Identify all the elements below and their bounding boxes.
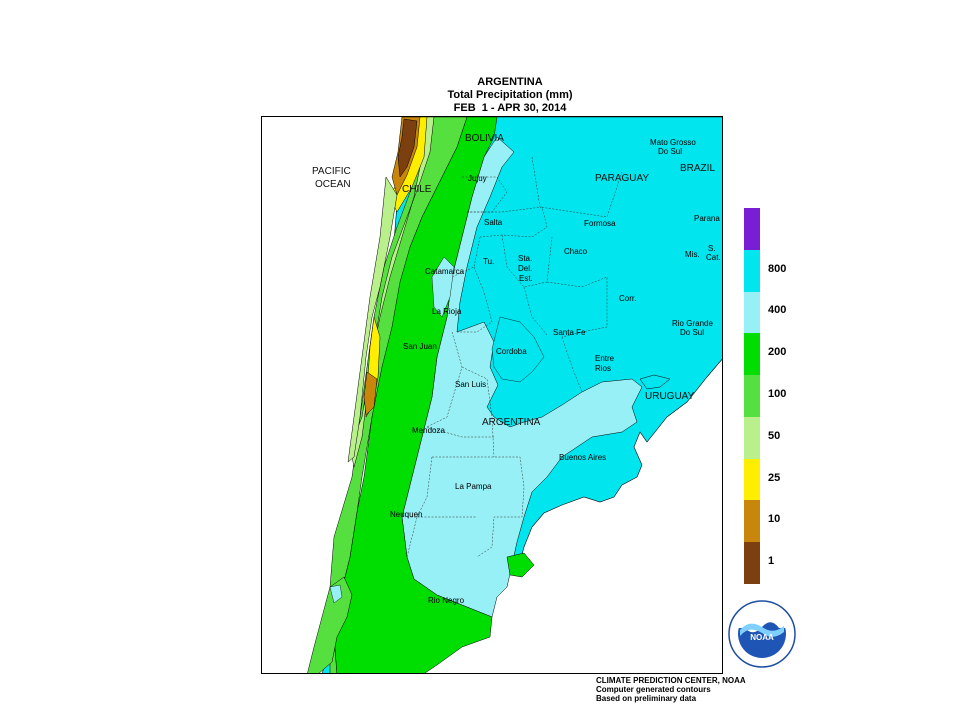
label-la-pampa: La Pampa bbox=[455, 482, 492, 491]
label-la-rioja: La Rioja bbox=[432, 307, 462, 316]
label-jujuy: Jujuy bbox=[468, 174, 487, 183]
label-san-juan: San Juan bbox=[403, 342, 437, 351]
map-title: ARGENTINA Total Precipitation (mm) FEB 1… bbox=[400, 76, 620, 115]
label-rio-negro: Rio Negro bbox=[428, 596, 465, 605]
label-pacific-1: PACIFIC bbox=[312, 166, 351, 177]
legend-swatch bbox=[744, 416, 760, 460]
label-pacific-2: OCEAN bbox=[315, 179, 351, 190]
legend-label: 50 bbox=[768, 429, 781, 442]
uruguay-lake bbox=[639, 374, 671, 390]
label-mato-grosso-1: Mato Grosso bbox=[650, 138, 696, 147]
label-rio-grande-2: Do Sul bbox=[680, 328, 704, 337]
legend-swatch bbox=[744, 458, 760, 501]
label-salta: Salta bbox=[484, 218, 503, 227]
label-rio-grande-1: Rio Grande bbox=[672, 319, 713, 328]
legend-swatch bbox=[744, 500, 760, 543]
province-boundaries bbox=[406, 156, 623, 558]
legend-label: 10 bbox=[768, 513, 781, 526]
footer-line-3: Based on preliminary data bbox=[596, 694, 697, 703]
label-tucuman: Tu. bbox=[483, 257, 494, 266]
label-mato-grosso-2: Do Sul bbox=[658, 147, 682, 156]
legend-swatch bbox=[744, 291, 760, 334]
label-entre-rios-1: Entre bbox=[595, 354, 615, 363]
chile-coast-strip bbox=[347, 176, 398, 463]
title-variable: Total Precipitation (mm) bbox=[447, 89, 573, 101]
title-country: ARGENTINA bbox=[477, 76, 543, 88]
label-parana: Parana bbox=[694, 214, 720, 223]
label-misiones: Mis. bbox=[685, 250, 700, 259]
precipitation-map: PACIFIC OCEAN BOLIVIA CHILE PARAGUAY BRA… bbox=[307, 117, 722, 673]
southern-islands bbox=[307, 576, 353, 673]
title-period: FEB 1 - APR 30, 2014 bbox=[453, 102, 567, 114]
footer-line-2: Computer generated contours bbox=[596, 685, 711, 694]
label-sde-3: Est. bbox=[519, 274, 533, 283]
precipitation-legend bbox=[744, 208, 760, 585]
label-paraguay: PARAGUAY bbox=[595, 173, 649, 184]
label-sde-1: Sta. bbox=[518, 254, 532, 263]
label-formosa: Formosa bbox=[584, 219, 616, 228]
legend-swatch bbox=[744, 375, 760, 418]
land-light-green-zone bbox=[349, 117, 435, 468]
label-chile: CHILE bbox=[402, 184, 432, 195]
land-brown-zone bbox=[397, 118, 418, 178]
label-argentina: ARGENTINA bbox=[482, 417, 541, 428]
label-brazil: BRAZIL bbox=[680, 163, 715, 174]
noaa-logo: NOAA bbox=[727, 599, 797, 669]
label-chaco: Chaco bbox=[564, 247, 588, 256]
label-santa-fe: Santa Fe bbox=[553, 328, 586, 337]
cyan-lobe-west bbox=[431, 256, 455, 318]
valdes-peninsula bbox=[506, 552, 535, 578]
legend-label: 100 bbox=[768, 388, 787, 400]
label-mendoza: Mendoza bbox=[412, 426, 445, 435]
noaa-logo-text: NOAA bbox=[750, 633, 774, 642]
island-small-1 bbox=[329, 584, 343, 604]
label-sta-cat-2: Cat. bbox=[706, 253, 721, 262]
legend-label: 1 bbox=[768, 555, 775, 568]
legend-swatch bbox=[744, 333, 760, 376]
legend-label: 400 bbox=[768, 304, 787, 317]
label-san-luis: San Luis bbox=[455, 380, 486, 389]
legend-label: 800 bbox=[768, 262, 787, 275]
label-catamarca: Catamarca bbox=[425, 267, 465, 276]
label-neuquen: Neuquen bbox=[390, 510, 422, 519]
noaa-seal-icon: NOAA bbox=[728, 600, 796, 668]
map-frame: PACIFIC OCEAN BOLIVIA CHILE PARAGUAY BRA… bbox=[261, 116, 723, 674]
land-tan-zone-south bbox=[363, 371, 378, 416]
legend-swatch bbox=[744, 249, 760, 293]
label-corrientes: Corr. bbox=[619, 294, 636, 303]
label-entre-rios-2: Rios bbox=[595, 364, 611, 373]
label-sde-2: Del. bbox=[518, 264, 532, 273]
legend-label: 25 bbox=[768, 471, 781, 484]
footer-line-1: CLIMATE PREDICTION CENTER, NOAA bbox=[596, 676, 746, 685]
legend-label: 200 bbox=[768, 346, 787, 359]
label-buenos-aires: Buenos Aires bbox=[559, 453, 606, 462]
legend-swatch bbox=[744, 208, 760, 251]
cyan-blob-central bbox=[491, 316, 545, 383]
label-sta-cat-1: S. bbox=[708, 244, 716, 253]
footer-credits: CLIMATE PREDICTION CENTER, NOAA Computer… bbox=[596, 676, 746, 703]
label-uruguay: URUGUAY bbox=[645, 391, 695, 402]
legend-swatch bbox=[744, 542, 760, 585]
label-cordoba: Cordoba bbox=[496, 347, 527, 356]
label-bolivia: BOLIVIA bbox=[465, 133, 504, 144]
